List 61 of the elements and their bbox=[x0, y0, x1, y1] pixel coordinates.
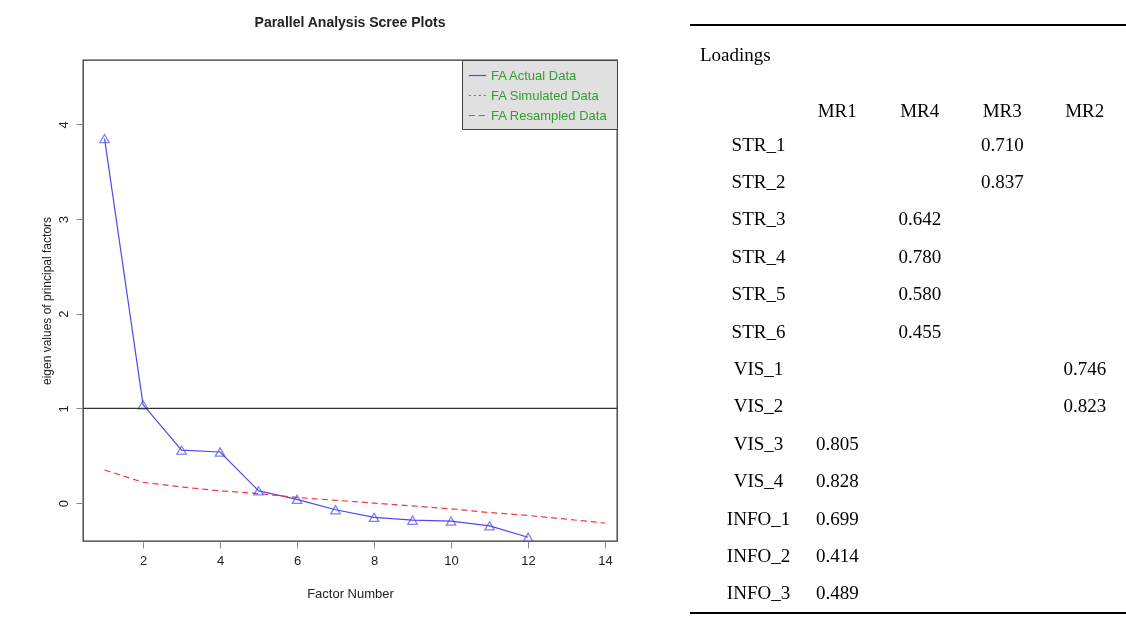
y-tick-label: STR_3 bbox=[731, 208, 786, 230]
point bbox=[214, 447, 226, 457]
x-tick-label: 4 bbox=[216, 552, 225, 568]
y-tick-label: VIS_4 bbox=[733, 470, 784, 492]
point bbox=[368, 512, 380, 523]
data-label: 0.414 bbox=[815, 544, 860, 566]
y-tick-label: 4 bbox=[55, 121, 71, 129]
y-tick-label: 0 bbox=[55, 500, 71, 508]
data-label: 0.642 bbox=[898, 208, 942, 230]
x-tick-label: 2 bbox=[139, 552, 148, 568]
data-label: 0.805 bbox=[815, 432, 859, 454]
point bbox=[253, 486, 264, 496]
y-tick-label: 1 bbox=[55, 405, 71, 413]
point bbox=[407, 515, 418, 525]
point bbox=[445, 516, 457, 526]
x-tick-label: MR3 bbox=[982, 99, 1022, 121]
x-tick-label: 12 bbox=[521, 552, 536, 568]
y-tick-label: 3 bbox=[55, 215, 71, 224]
chart-title: Loadings bbox=[700, 44, 771, 65]
x-tick-label: MR2 bbox=[1065, 99, 1105, 121]
point bbox=[330, 505, 341, 515]
y-tick-label: VIS_2 bbox=[733, 395, 784, 417]
y-tick-label: 2 bbox=[55, 310, 71, 318]
y-tick-label: STR_5 bbox=[731, 283, 786, 305]
data-label: 0.580 bbox=[898, 283, 942, 305]
y-tick-label: INFO_2 bbox=[726, 544, 791, 566]
data-label: 0.699 bbox=[815, 507, 859, 529]
legend-label: FA Actual Data bbox=[491, 67, 578, 83]
x-tick-label: 8 bbox=[370, 552, 379, 568]
point bbox=[99, 133, 110, 144]
y-axis-title: eigen values of principal factors bbox=[39, 216, 54, 386]
point bbox=[176, 445, 187, 455]
line-series bbox=[103, 469, 606, 524]
x-tick-label: 14 bbox=[598, 552, 613, 568]
data-label: 0.710 bbox=[980, 133, 1024, 155]
y-tick-label: STR_2 bbox=[731, 171, 786, 193]
y-tick-label: INFO_1 bbox=[726, 507, 791, 529]
data-label: 0.837 bbox=[980, 171, 1024, 193]
data-label: 0.823 bbox=[1063, 395, 1107, 417]
point bbox=[484, 521, 495, 531]
data-label: 0.746 bbox=[1063, 358, 1107, 379]
data-label: 0.489 bbox=[815, 582, 859, 604]
y-tick-label: VIS_3 bbox=[733, 432, 784, 454]
chart-title: Parallel Analysis Scree Plots bbox=[254, 13, 446, 30]
x-axis-title: Factor Number bbox=[307, 585, 395, 601]
data-label: 0.780 bbox=[898, 245, 942, 267]
x-tick-label: MR1 bbox=[817, 99, 857, 121]
y-tick-label: STR_6 bbox=[731, 320, 786, 342]
y-tick-label: STR_1 bbox=[731, 133, 786, 155]
y-tick-label: VIS_1 bbox=[733, 358, 784, 379]
x-tick-label: 10 bbox=[444, 552, 459, 568]
point bbox=[522, 532, 534, 541]
y-tick-label: STR_4 bbox=[731, 245, 786, 267]
y-tick-label: INFO_3 bbox=[726, 582, 791, 604]
x-tick-label: MR4 bbox=[900, 99, 940, 121]
data-label: 0.455 bbox=[898, 320, 942, 342]
legend-label: FA Simulated Data bbox=[491, 87, 600, 103]
x-tick-label: 6 bbox=[293, 552, 302, 568]
data-label: 0.828 bbox=[815, 470, 859, 492]
legend-label: FA Resampled Data bbox=[491, 107, 608, 123]
point bbox=[291, 494, 303, 505]
